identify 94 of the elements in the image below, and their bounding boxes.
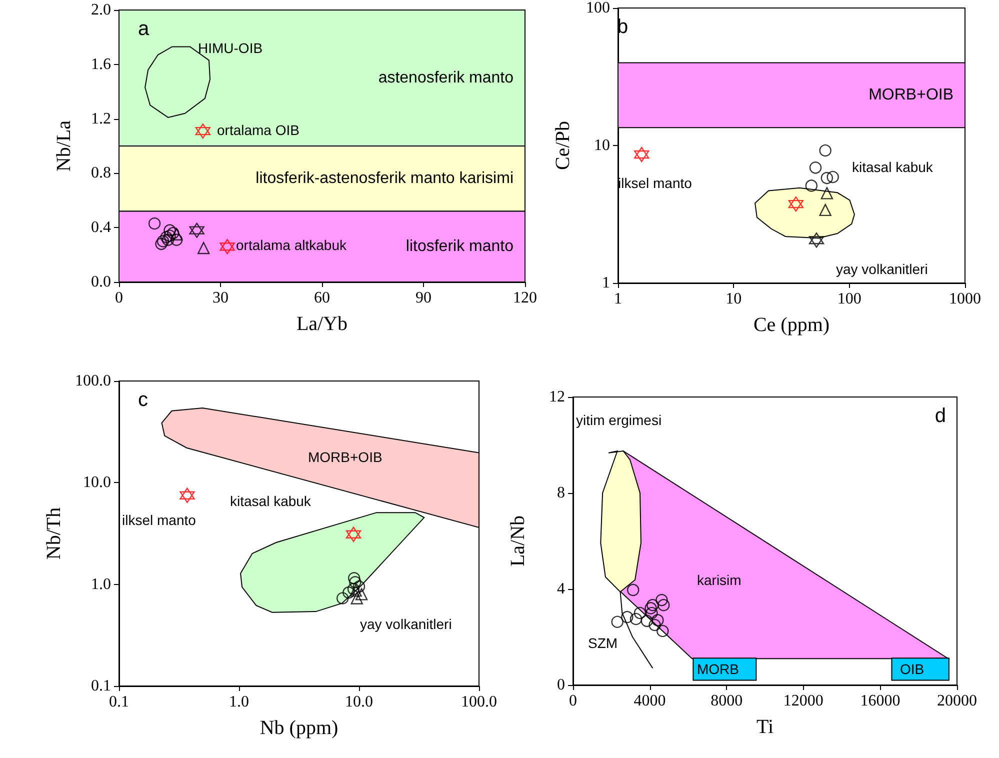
x-tick-label: 10.0 (345, 694, 373, 710)
x-axis-title: Nb (ppm) (260, 717, 338, 739)
annotation: yay volkanitleri (360, 616, 452, 632)
point (621, 610, 634, 624)
x-tick-label: 0 (569, 692, 577, 710)
point (634, 606, 646, 620)
y-tick-label: 1 (602, 274, 610, 292)
band-label: astenosferik manto (378, 70, 514, 86)
x-tick-label: 10 (726, 290, 742, 308)
point (195, 123, 211, 139)
y-tick-label: 1.6 (91, 56, 111, 73)
band-label: litosferik-astenosferik manto karisimi (256, 170, 514, 188)
y-axis-title: La/Nb (507, 515, 529, 567)
annotation: MORB (697, 661, 739, 677)
point (648, 618, 661, 632)
point (652, 614, 664, 626)
x-tick-label: 120 (513, 290, 537, 306)
x-tick-label: 100 (837, 290, 862, 308)
x-tick-label: 0.1 (109, 694, 129, 710)
point (640, 614, 654, 628)
band-label: MORB+OIB (868, 86, 954, 104)
y-tick-label: 0.8 (91, 164, 111, 182)
point (611, 616, 624, 628)
y-tick-label: 100 (586, 0, 610, 16)
point (627, 584, 640, 596)
point (167, 226, 180, 240)
annotation: karisim (697, 572, 742, 588)
point (148, 217, 161, 230)
x-tick-label: 4000 (634, 692, 666, 710)
point (156, 235, 170, 248)
point (656, 624, 669, 638)
point (656, 594, 668, 606)
x-tick-label: 1000 (949, 290, 981, 308)
point (160, 231, 172, 244)
annotation: kitasal kabuk (852, 159, 934, 175)
y-tick-label: 0.4 (91, 219, 111, 236)
point (162, 234, 174, 246)
y-tick-label: 4 (557, 580, 565, 598)
x-tick-label: 1 (614, 290, 622, 308)
y-axis-title: Nb/Th (43, 507, 66, 560)
point (646, 598, 659, 612)
annotation: OIB (900, 661, 924, 677)
annotation: ortalama OIB (217, 122, 300, 138)
x-tick-label: 60 (314, 290, 330, 306)
chart-title: d (934, 405, 946, 427)
x-tick-label: 100.0 (461, 694, 497, 710)
x-tick-label: 16000 (860, 692, 900, 710)
x-tick-label: 1.0 (229, 694, 249, 710)
annotation: SZM (588, 635, 618, 651)
annotation: yay volkanitleri (836, 261, 928, 277)
y-tick-label: 8 (557, 484, 565, 502)
chart-title: a (138, 18, 150, 40)
annotation: MORB+OIB (308, 449, 382, 465)
y-axis-title: Nb/La (53, 120, 75, 172)
annotation: kitasal kabuk (230, 493, 312, 509)
annotation: ilksel manto (122, 512, 196, 528)
y-tick-label: 10.0 (83, 474, 111, 492)
chart-title: c (138, 389, 148, 411)
annotation: yitim ergimesi (576, 412, 662, 428)
x-axis-title: La/Yb (296, 313, 348, 335)
annotation: ilksel manto (618, 175, 692, 191)
point (658, 598, 670, 612)
x-tick-label: 90 (416, 290, 432, 306)
y-tick-label: 10 (594, 137, 610, 154)
x-tick-label: 12000 (783, 692, 824, 710)
y-tick-label: 12 (549, 388, 565, 406)
x-tick-label: 8000 (710, 692, 743, 710)
point (646, 606, 658, 620)
y-tick-label: 1.0 (91, 576, 111, 593)
y-tick-label: 0.0 (91, 274, 111, 290)
x-tick-label: 0 (115, 290, 123, 306)
y-tick-label: 2.0 (91, 2, 111, 18)
annotation: ortalama altkabuk (236, 237, 348, 253)
band-label: litosferik manto (406, 238, 514, 256)
point (220, 239, 235, 254)
x-axis-title: Ti (756, 716, 774, 738)
x-axis-title: Ce (ppm) (753, 314, 830, 336)
point (170, 234, 183, 246)
point (630, 612, 642, 626)
point (164, 230, 176, 242)
y-tick-label: 100.0 (75, 372, 111, 390)
y-axis-title: Ce/Pb (552, 121, 574, 170)
y-tick-label: 0 (557, 676, 565, 694)
point (644, 602, 657, 614)
point (197, 242, 210, 254)
point (189, 222, 204, 238)
point (155, 238, 168, 250)
x-tick-label: 30 (212, 290, 228, 306)
annotation: HIMU-OIB (198, 40, 263, 56)
point (164, 224, 176, 236)
y-tick-label: 1.2 (91, 110, 111, 128)
x-tick-label: 20000 (937, 692, 977, 710)
point (170, 228, 183, 240)
y-tick-label: 0.1 (91, 678, 111, 694)
